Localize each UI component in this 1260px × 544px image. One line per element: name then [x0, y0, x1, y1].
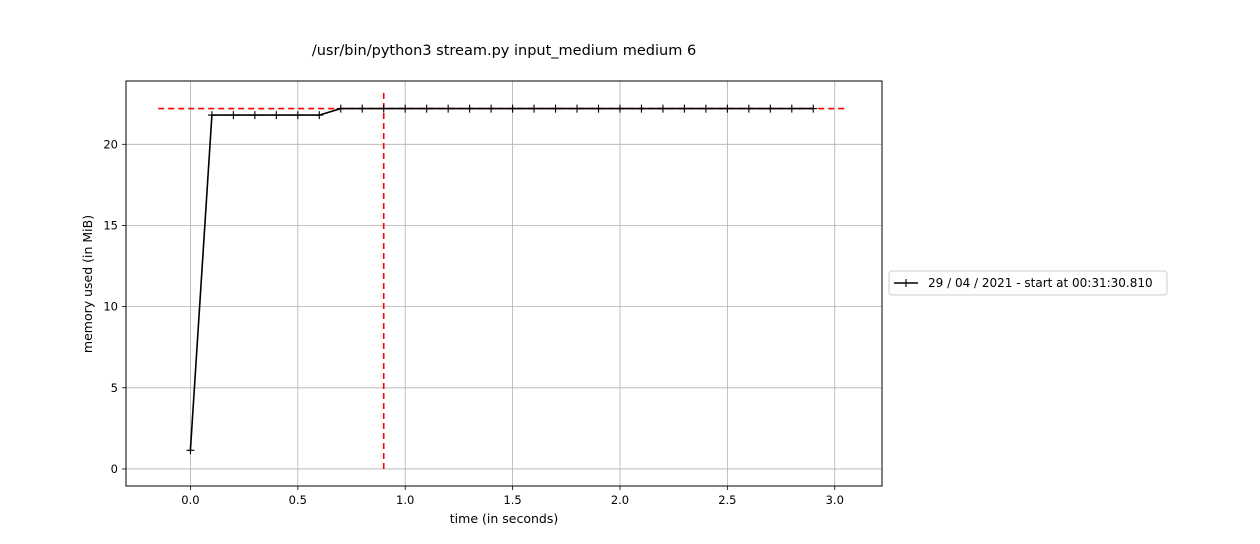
legend: 29 / 04 / 2021 - start at 00:31:30.810: [888, 270, 1168, 296]
data-point-marker: [508, 104, 517, 113]
y-tick-label: 0: [111, 462, 118, 476]
chart-title: /usr/bin/python3 stream.py input_medium …: [312, 43, 696, 59]
data-point-marker: [723, 104, 732, 113]
data-point-marker: [465, 104, 474, 113]
data-point-marker: [744, 104, 753, 113]
data-point-marker: [530, 104, 539, 113]
x-tick-label: 1.5: [503, 493, 521, 507]
x-axis-label: time (in seconds): [450, 511, 558, 526]
series-line: [189, 107, 814, 451]
y-axis-ticks: 0 5 10 15 20: [103, 137, 126, 476]
data-point-marker: [293, 111, 302, 120]
x-tick-label: 2.5: [718, 493, 736, 507]
data-point-marker: [809, 104, 818, 113]
legend-box: [888, 270, 1168, 296]
data-point-marker: [422, 104, 431, 113]
data-point-marker: [487, 104, 496, 113]
data-point-marker: [444, 104, 453, 113]
y-tick-label: 15: [103, 218, 118, 232]
legend-marker-sample: [902, 279, 910, 287]
x-axis-ticks: 0.0 0.5 1.0 1.5 2.0 2.5 3.0: [181, 486, 844, 507]
data-point-marker: [358, 104, 367, 113]
data-point-marker: [658, 104, 667, 113]
data-point-marker: [315, 111, 324, 120]
data-point-marker: [379, 104, 388, 113]
data-point-marker: [615, 104, 624, 113]
reference-lines: [158, 90, 848, 469]
data-point-marker: [701, 104, 710, 113]
data-point-marker: [637, 104, 646, 113]
data-point-marker: [207, 111, 216, 120]
x-tick-label: 1.0: [396, 493, 414, 507]
data-point-marker: [787, 104, 796, 113]
x-tick-label: 2.0: [611, 493, 629, 507]
data-point-marker: [573, 104, 582, 113]
legend-label: 29 / 04 / 2021 - start at 00:31:30.810: [928, 276, 1153, 290]
data-point-marker: [594, 104, 603, 113]
data-point-marker: [401, 104, 410, 113]
grid-lines: [126, 81, 882, 486]
data-point-marker: [551, 104, 560, 113]
x-tick-label: 0.0: [181, 493, 199, 507]
data-point-marker: [336, 104, 345, 113]
series-layer: [186, 104, 818, 455]
y-axis-label: memory used (in MiB): [80, 215, 95, 353]
data-point-marker: [766, 104, 775, 113]
plot-frame: [125, 80, 883, 487]
x-tick-label: 3.0: [826, 493, 844, 507]
data-point-marker: [680, 104, 689, 113]
y-tick-label: 10: [103, 300, 118, 314]
y-tick-label: 20: [103, 137, 118, 151]
data-point-marker: [272, 111, 281, 120]
y-tick-label: 5: [111, 381, 118, 395]
data-point-marker: [186, 446, 195, 455]
x-tick-label: 0.5: [289, 493, 307, 507]
data-point-marker: [229, 111, 238, 120]
data-point-marker: [250, 111, 259, 120]
